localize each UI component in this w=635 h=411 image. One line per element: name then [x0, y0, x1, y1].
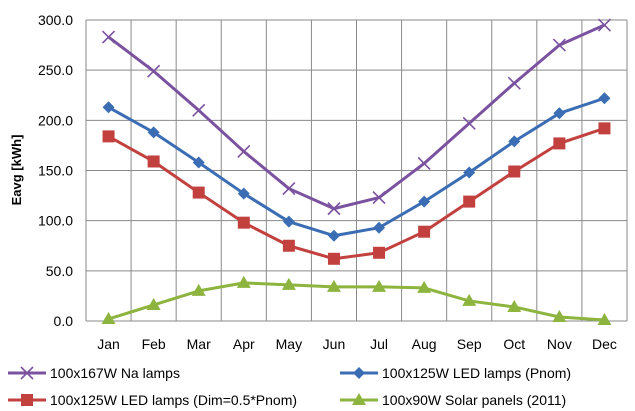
data-point [508, 165, 521, 178]
y-tick-label: 300.0 [38, 12, 73, 28]
data-point [463, 195, 476, 208]
data-point [597, 18, 612, 32]
x-tick-label: Nov [547, 336, 572, 352]
data-point [352, 393, 366, 405]
series-line [107, 96, 605, 238]
x-tick-label: Feb [142, 336, 166, 352]
data-point [236, 275, 251, 288]
series-1 [101, 18, 612, 216]
data-point [147, 155, 160, 168]
data-point [237, 144, 251, 159]
data-point [372, 279, 387, 292]
legend-label: 100x125W LED lamps (Pnom) [382, 365, 571, 381]
data-point [192, 156, 205, 169]
data-point [237, 187, 250, 200]
data-point [417, 280, 432, 293]
data-point [327, 252, 340, 265]
data-point [598, 92, 611, 105]
data-point [192, 103, 206, 117]
data-point [552, 38, 566, 52]
y-axis: 0.0 50.0 100.0 150.0 200.0 250.0 300.0 [38, 12, 73, 329]
data-point [372, 191, 386, 205]
series-line [107, 23, 606, 211]
data-point [553, 107, 566, 120]
data-point [101, 30, 116, 44]
y-tick-label: 50.0 [46, 263, 73, 279]
legend-item: 100x125W LED lamps (Pnom) [340, 365, 571, 381]
x-tick-label: Jan [97, 336, 120, 352]
x-tick-label: Mar [187, 336, 211, 352]
data-point [102, 130, 115, 143]
legend-label: 100x167W Na lamps [50, 365, 180, 381]
data-point [418, 225, 431, 238]
y-tick-label: 200.0 [38, 112, 73, 128]
data-point [281, 277, 296, 290]
data-point [147, 64, 161, 78]
data-point [553, 137, 566, 150]
data-point [192, 186, 205, 199]
data-point [191, 283, 206, 296]
data-point [462, 293, 477, 306]
series-line [108, 281, 605, 322]
data-point [147, 126, 160, 139]
data-point [597, 312, 612, 325]
data-point [373, 221, 386, 234]
data-point [282, 181, 296, 196]
data-point [282, 239, 295, 252]
series-3 [102, 122, 611, 265]
data-point [101, 311, 116, 324]
x-tick-label: Dec [592, 336, 617, 352]
data-point [282, 215, 295, 228]
x-tick-label: Apr [233, 336, 255, 352]
x-tick-label: Sep [457, 336, 482, 352]
data-point [508, 135, 521, 148]
x-tick-label: Jul [370, 336, 388, 352]
data-point [373, 246, 386, 259]
grid [85, 19, 628, 322]
data-point [552, 309, 567, 322]
legend-item: 100x125W LED lamps (Dim=0.5*Pnom) [8, 392, 297, 408]
data-point [463, 166, 476, 179]
data-point [326, 279, 341, 292]
y-axis-label: Eavg [kWh] [9, 135, 24, 206]
data-point [462, 116, 476, 130]
x-tick-label: Aug [412, 336, 437, 352]
legend-label: 100x90W Solar panels (2011) [382, 392, 566, 408]
data-point [20, 366, 34, 380]
data-point [327, 202, 341, 216]
data-point [507, 76, 521, 90]
legend-item: 100x90W Solar panels (2011) [340, 392, 566, 408]
x-tick-label: Oct [503, 336, 525, 352]
data-point [598, 122, 611, 135]
x-tick-label: May [276, 336, 302, 352]
data-point [237, 216, 250, 229]
x-tick-label: Jun [323, 336, 346, 352]
data-point [353, 367, 365, 379]
data-point [102, 101, 115, 114]
data-point [21, 394, 33, 406]
legend: 100x167W Na lamps 100x125W LED lamps (Pno… [8, 365, 571, 408]
legend-item: 100x167W Na lamps [8, 365, 180, 381]
data-point [146, 297, 161, 310]
series-4 [101, 275, 612, 325]
y-tick-label: 0.0 [54, 313, 74, 329]
legend-label: 100x125W LED lamps (Dim=0.5*Pnom) [50, 392, 297, 408]
y-tick-label: 150.0 [38, 163, 73, 179]
series-2 [102, 92, 611, 242]
x-axis: Jan Feb Mar Apr May Jun Jul Aug Sep Oct Nov Dec [97, 336, 617, 352]
series-line [107, 126, 605, 261]
y-tick-label: 250.0 [38, 62, 73, 78]
data-point [507, 299, 522, 312]
y-tick-label: 100.0 [38, 213, 73, 229]
data-point [327, 229, 340, 242]
series-group [101, 18, 612, 325]
data-point [418, 195, 431, 208]
data-point [417, 156, 431, 171]
